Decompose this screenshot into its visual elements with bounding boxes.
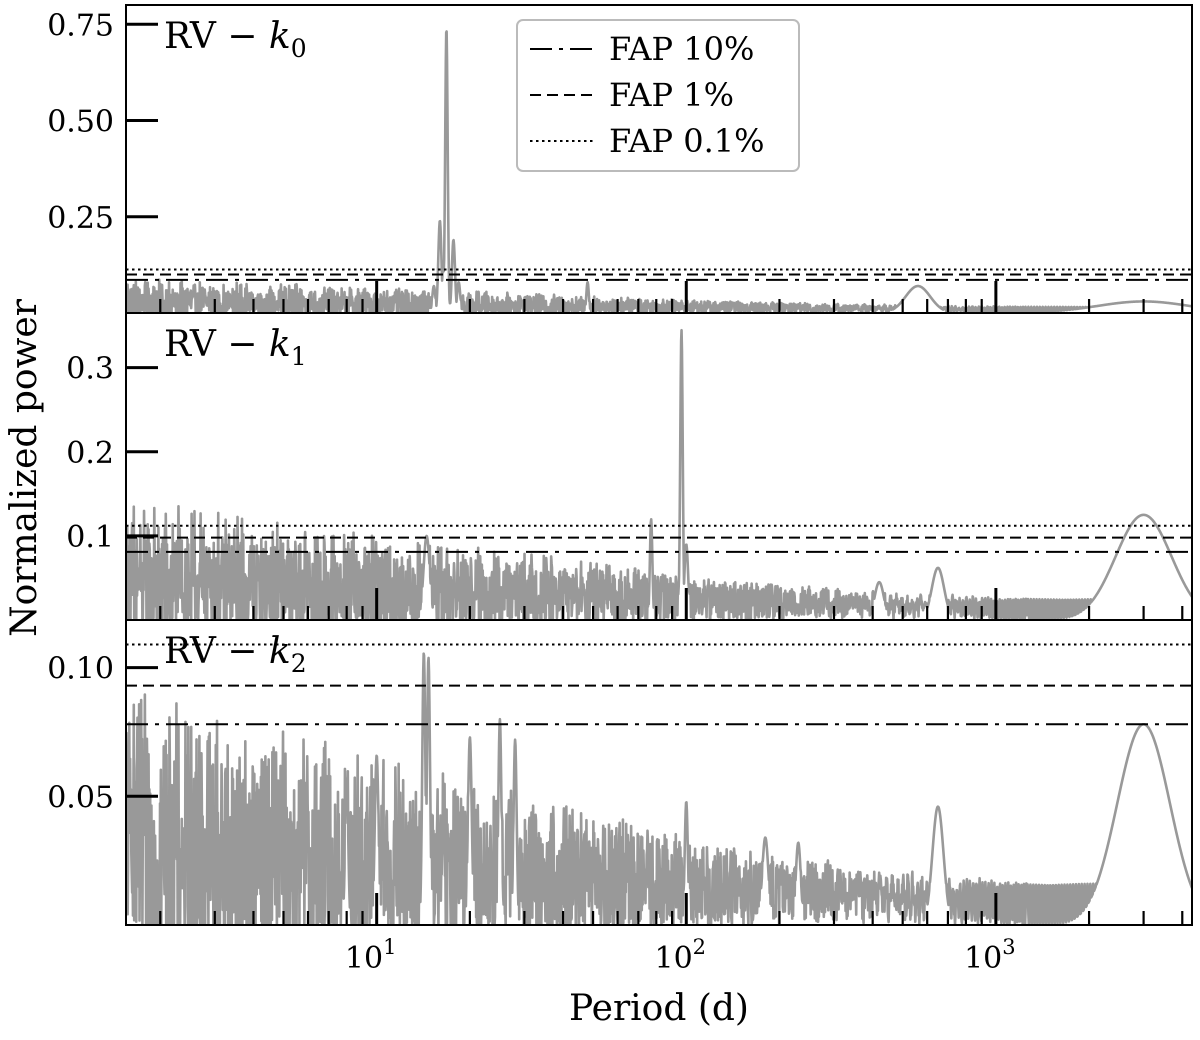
- x-tick-label-0: 101: [345, 935, 397, 976]
- periodogram-curve-1: [126, 328, 1192, 620]
- y-axis-title: Normalized power: [4, 298, 45, 637]
- periodogram-curve-2: [126, 652, 1192, 925]
- panel-label-1: RV − k1: [164, 324, 307, 371]
- x-tick-label-1: 102: [654, 935, 706, 976]
- legend-label-0: FAP 10%: [609, 30, 754, 68]
- panel-label-2: RV − k2: [164, 631, 307, 678]
- x-axis-title: Period (d): [569, 988, 749, 1029]
- y-tick-label-0-0: 0.25: [47, 201, 114, 236]
- x-axis: 101 102 103: [345, 935, 1016, 976]
- panels: 0.250.500.75 RV − k00.10.20.3RV − k10.050…: [47, 4, 1193, 926]
- y-tick-label-1-0: 0.1: [66, 520, 114, 555]
- periodogram-curve-0: [126, 30, 1192, 313]
- y-tick-label-1-2: 0.3: [66, 352, 114, 387]
- y-tick-label-1-1: 0.2: [66, 436, 114, 471]
- y-tick-label-2-0: 0.05: [47, 780, 114, 815]
- legend-label-2: FAP 0.1%: [609, 122, 765, 160]
- panel-frame-2: [125, 619, 1193, 926]
- panel-1: 0.1 0.2 0.3 RV − k1: [66, 312, 1193, 621]
- legend-label-1: FAP 1%: [609, 76, 734, 114]
- legend: FAP 10% FAP 1% FAP 0.1%: [516, 19, 800, 172]
- panel-label-0: RV − k0: [164, 16, 307, 63]
- y-tick-label-0-1: 0.50: [47, 105, 114, 140]
- y-tick-label-2-1: 0.10: [47, 652, 114, 687]
- y-tick-label-0-2: 0.75: [47, 8, 114, 43]
- x-tick-label-2: 103: [964, 935, 1016, 976]
- panel-2: 0.05 0.10 RV − k2: [47, 619, 1193, 926]
- legend-box: [516, 19, 800, 172]
